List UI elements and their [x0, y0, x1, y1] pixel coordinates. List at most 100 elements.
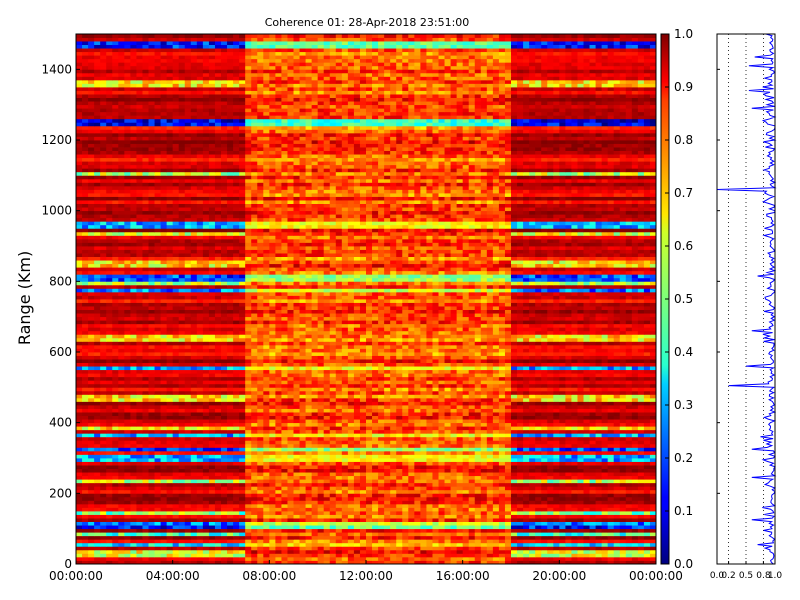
- heatmap-cell: [257, 401, 264, 406]
- heatmap-cell: [450, 500, 458, 505]
- heatmap-cell: [239, 482, 246, 487]
- heatmap-cell: [76, 514, 83, 519]
- heatmap-cell: [239, 415, 246, 420]
- heatmap-cell: [166, 535, 174, 540]
- heatmap-cell: [649, 514, 657, 519]
- heatmap-cell: [287, 412, 294, 416]
- heatmap-cell: [631, 412, 639, 416]
- heatmap-cell: [311, 454, 319, 459]
- heatmap-cell: [420, 412, 427, 416]
- heatmap-cell: [148, 443, 155, 448]
- heatmap-cell: [172, 412, 180, 416]
- heatmap-cell: [468, 433, 476, 438]
- heatmap-cell: [384, 401, 391, 406]
- heatmap-cell: [366, 397, 373, 402]
- heatmap-cell: [347, 461, 355, 466]
- heatmap-cell: [305, 482, 313, 487]
- heatmap-cell: [88, 479, 95, 484]
- heatmap-cell: [559, 546, 566, 551]
- heatmap-cell: [462, 419, 470, 424]
- heatmap-cell: [432, 556, 439, 561]
- heatmap-cell: [76, 472, 83, 477]
- heatmap-cell: [233, 440, 240, 445]
- heatmap-cell: [468, 397, 476, 402]
- heatmap-cell: [390, 489, 397, 494]
- heatmap-cell: [438, 549, 445, 554]
- heatmap-cell: [432, 549, 439, 554]
- heatmap-cell: [190, 489, 198, 494]
- heatmap-cell: [438, 408, 445, 413]
- heatmap-cell: [184, 458, 192, 462]
- heatmap-cell: [329, 503, 337, 508]
- heatmap-cell: [257, 405, 264, 409]
- heatmap-cell: [94, 408, 101, 413]
- heatmap-cell: [408, 450, 415, 455]
- heatmap-cell: [553, 500, 560, 505]
- heatmap-cell: [426, 433, 433, 438]
- heatmap-cell: [541, 405, 548, 409]
- heatmap-cell: [317, 454, 325, 459]
- heatmap-cell: [88, 415, 95, 420]
- heatmap-cell: [208, 440, 216, 445]
- heatmap-cell: [541, 422, 548, 427]
- heatmap-cell: [148, 486, 155, 491]
- heatmap-cell: [474, 443, 482, 448]
- heatmap-cell: [88, 556, 95, 561]
- heatmap-cell: [341, 486, 349, 491]
- heatmap-cell: [275, 489, 282, 494]
- heatmap-cell: [335, 556, 343, 561]
- heatmap-cell: [136, 419, 143, 424]
- heatmap-cell: [281, 454, 288, 459]
- heatmap-cell: [474, 475, 482, 480]
- heatmap-cell: [341, 429, 349, 434]
- heatmap-cell: [263, 458, 270, 462]
- heatmap-cell: [402, 514, 409, 519]
- heatmap-cell: [504, 436, 512, 441]
- heatmap-cell: [160, 511, 168, 515]
- heatmap-cell: [541, 525, 548, 530]
- heatmap-cell: [347, 397, 355, 402]
- heatmap-cell: [196, 419, 204, 424]
- heatmap-cell: [474, 546, 482, 551]
- heatmap-cell: [607, 387, 615, 392]
- heatmap-cell: [190, 447, 198, 452]
- heatmap-cell: [438, 539, 445, 544]
- heatmap-cell: [178, 486, 186, 491]
- heatmap-cell: [408, 556, 415, 561]
- heatmap-cell: [372, 440, 379, 445]
- heatmap-cell: [535, 472, 542, 477]
- heatmap-cell: [649, 405, 657, 409]
- heatmap-cell: [607, 450, 615, 455]
- heatmap-cell: [589, 426, 596, 431]
- heatmap-cell: [402, 542, 409, 547]
- heatmap-cell: [396, 479, 403, 484]
- heatmap-cell: [450, 486, 458, 491]
- heatmap-cell: [82, 493, 89, 498]
- heatmap-cell: [625, 447, 633, 452]
- heatmap-cell: [504, 408, 512, 413]
- heatmap-cell: [366, 475, 373, 480]
- heatmap-cell: [221, 472, 228, 477]
- heatmap-cell: [317, 556, 325, 561]
- heatmap-cell: [565, 496, 572, 501]
- heatmap-cell: [317, 383, 325, 388]
- heatmap-cell: [565, 447, 572, 452]
- heatmap-cell: [323, 415, 331, 420]
- heatmap-cell: [535, 415, 542, 420]
- heatmap-cell: [480, 496, 488, 501]
- heatmap-cell: [553, 542, 560, 547]
- heatmap-cell: [523, 454, 530, 459]
- heatmap-cell: [166, 397, 174, 402]
- heatmap-cell: [341, 408, 349, 413]
- heatmap-cell: [504, 496, 512, 501]
- heatmap-cell: [287, 450, 294, 455]
- heatmap-cell: [221, 532, 228, 537]
- heatmap-cell: [353, 493, 361, 498]
- heatmap-cell: [553, 532, 560, 537]
- heatmap-cell: [456, 450, 464, 455]
- heatmap-cell: [474, 454, 482, 459]
- heatmap-cell: [323, 518, 331, 522]
- heatmap-cell: [366, 405, 373, 409]
- heatmap-cell: [408, 500, 415, 505]
- heatmap-cell: [529, 405, 536, 409]
